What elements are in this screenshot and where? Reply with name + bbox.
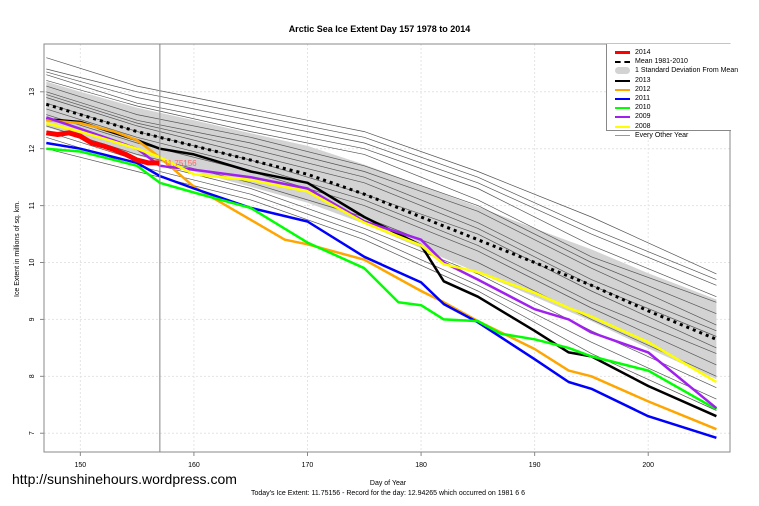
other-year-line — [46, 80, 717, 303]
series-line-2009 — [45, 116, 718, 410]
legend-label: Mean 1981-2010 — [635, 58, 688, 66]
x-tick-label: 200 — [642, 462, 654, 469]
y-tick-label: 7 — [29, 431, 36, 435]
other-year-line — [46, 131, 717, 389]
legend-swatch — [615, 67, 630, 75]
other-year-line — [46, 91, 717, 326]
chart-title: Arctic Sea Ice Extent Day 157 1978 to 20… — [288, 24, 471, 34]
series-line-2014 — [45, 130, 160, 166]
other-year-line — [46, 114, 717, 366]
legend-swatch — [615, 125, 630, 128]
x-axis-label: Day of Year — [369, 480, 407, 487]
legend-swatch — [615, 79, 630, 82]
other-year-line — [46, 74, 717, 298]
legend-label: 2013 — [635, 76, 651, 84]
legend-swatch — [615, 116, 630, 119]
legend-item: 2009 — [607, 112, 731, 121]
legend-item: Every Other Year — [607, 131, 731, 140]
series-line-2011 — [46, 141, 717, 439]
y-tick-label: 13 — [29, 88, 36, 96]
other-year-line — [46, 57, 717, 275]
chart-subtitle: Today's Ice Extent: 11.75156 - Record fo… — [251, 490, 525, 497]
other-year-line — [46, 71, 717, 286]
plot-frame — [43, 43, 731, 453]
other-year-line — [46, 148, 717, 411]
legend-item: 2008 — [607, 122, 731, 131]
site-url: http://sunshinehours.wordpress.com — [12, 471, 237, 487]
x-tick-label: 160 — [188, 462, 200, 469]
x-tick-label: 170 — [302, 462, 314, 469]
series-line-2008 — [45, 121, 718, 384]
other-year-line — [46, 108, 717, 354]
other-year-line — [46, 85, 717, 315]
series-line-2010 — [46, 147, 718, 411]
x-tick-label: 180 — [415, 462, 427, 469]
current-value-label: 11.75156 — [164, 159, 197, 168]
series-line-2012 — [46, 119, 717, 431]
y-tick-label: 9 — [29, 317, 36, 321]
legend-item: Mean 1981-2010 — [607, 57, 731, 66]
legend-label: 2010 — [635, 104, 651, 112]
y-tick-label: 11 — [29, 202, 36, 209]
legend-label: 2009 — [635, 113, 651, 121]
legend-label: 2008 — [635, 122, 651, 130]
other-year-line — [46, 94, 717, 332]
legend-swatch — [615, 134, 630, 136]
legend-item: 1 Standard Deviation From Mean — [607, 66, 738, 75]
legend-swatch — [615, 88, 630, 91]
legend-item: 2011 — [607, 94, 731, 103]
other-year-line — [46, 68, 717, 280]
x-tick-label: 150 — [75, 462, 87, 469]
legend-item: 2012 — [607, 85, 731, 94]
y-tick-label: 8 — [29, 374, 36, 378]
mean-line — [45, 102, 717, 341]
legend-label: 2012 — [635, 85, 651, 93]
legend: 2014 Mean 1981-2010 1 Standard Deviation… — [606, 44, 738, 139]
legend-label: 1 Standard Deviation From Mean — [635, 67, 739, 75]
legend-label: Every Other Year — [635, 131, 689, 139]
legend-item: 2014 — [607, 48, 731, 57]
legend-label: 2014 — [635, 49, 651, 56]
legend-label: 2011 — [635, 94, 651, 102]
legend-swatch — [615, 51, 630, 54]
legend-swatch — [615, 97, 630, 100]
y-tick-label: 12 — [29, 145, 36, 153]
legend-item: 2013 — [607, 76, 731, 85]
legend-swatch — [615, 107, 630, 110]
x-tick-label: 190 — [529, 462, 541, 469]
y-axis-label: Ice Extent in millions of sq. km. — [14, 200, 21, 298]
legend-swatch — [615, 61, 630, 64]
y-tick-label: 10 — [29, 259, 36, 267]
legend-item: 2010 — [607, 103, 731, 112]
